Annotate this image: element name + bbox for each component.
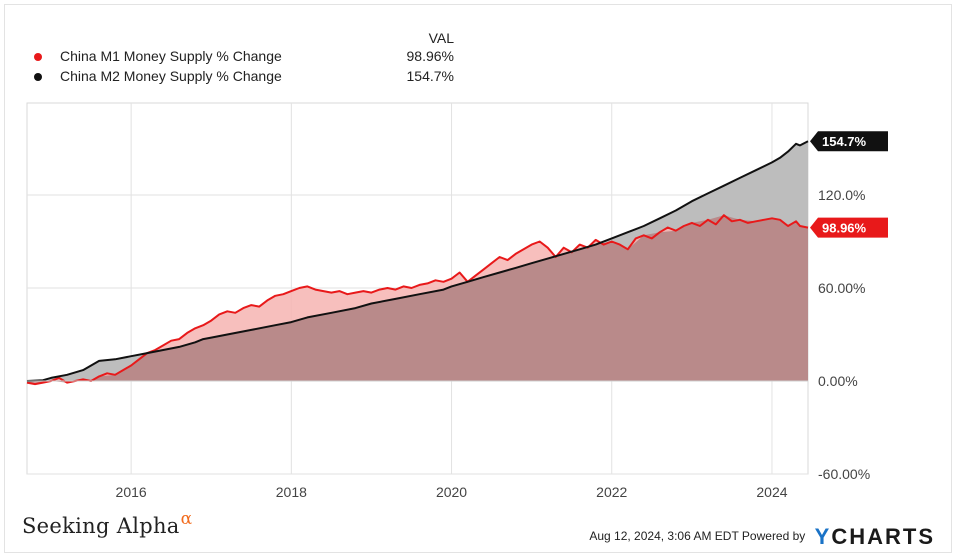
m2-end-tag-text: 154.7% <box>822 134 867 149</box>
x-tick-label: 2020 <box>436 484 467 500</box>
x-tick-label: 2018 <box>276 484 307 500</box>
m2-line <box>26 140 809 382</box>
legend-m2-name: China M2 Money Supply % Change <box>60 68 282 84</box>
alpha-mark-icon: α <box>180 509 193 529</box>
seeking-alpha-text: Seeking Alpha <box>22 514 180 538</box>
x-tick-label: 2022 <box>596 484 627 500</box>
x-tick-label: 2016 <box>116 484 147 500</box>
legend-item-m2[interactable]: China M2 Money Supply % Change 154.7% <box>30 68 460 86</box>
legend-m1-name: China M1 Money Supply % Change <box>60 48 282 64</box>
seeking-alpha-logo[interactable]: Seeking Alphaα <box>22 509 192 538</box>
legend-item-m1[interactable]: China M1 Money Supply % Change 98.96% <box>30 48 460 66</box>
timestamp: Aug 12, 2024, 3:06 AM EDT <box>589 529 739 543</box>
m1-line <box>26 214 809 386</box>
legend-m1-value: 98.96% <box>406 48 454 64</box>
y-tick-label: -60.00% <box>818 466 870 482</box>
ycharts-logo-text: CHARTS <box>831 524 935 549</box>
m2-end-tag-bg <box>810 131 888 152</box>
legend-value-header: VAL <box>428 30 454 46</box>
overlap-area <box>27 215 808 383</box>
legend-m1-marker <box>34 53 42 61</box>
y-tick-label: 120.0% <box>818 187 865 203</box>
y-tick-label: 0.00% <box>818 373 858 389</box>
powered-by-text: Powered by <box>741 529 806 543</box>
footer-attribution: Aug 12, 2024, 3:06 AM EDT Powered by YCH… <box>589 524 935 550</box>
ycharts-logo[interactable]: YCHARTS <box>815 524 935 549</box>
legend-m2-value: 154.7% <box>406 68 454 84</box>
m1-end-tag-bg <box>810 217 888 238</box>
x-tick-label: 2024 <box>756 484 787 500</box>
ycharts-logo-y: Y <box>814 524 832 549</box>
y-tick-label: 60.00% <box>818 280 865 296</box>
m1-end-tag-text: 98.96% <box>822 221 867 236</box>
chart-frame <box>4 4 952 553</box>
legend-m2-marker <box>34 73 42 81</box>
